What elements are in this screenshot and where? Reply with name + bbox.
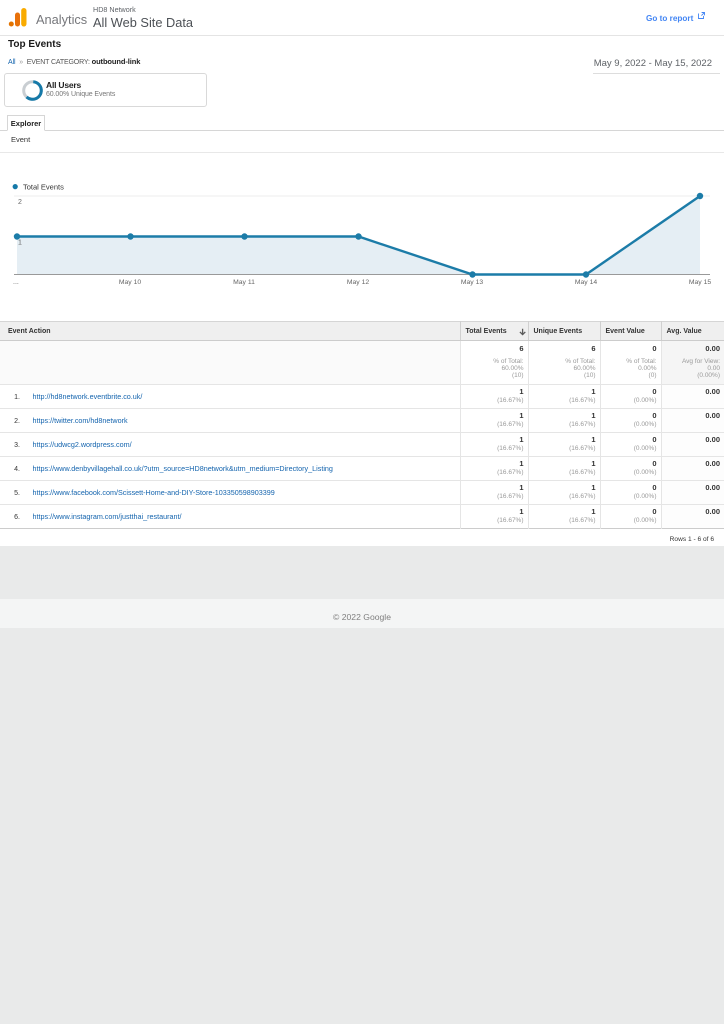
- svg-text:May 13: May 13: [461, 279, 484, 286]
- svg-text:May 11: May 11: [233, 279, 255, 286]
- svg-text:May 12: May 12: [347, 279, 370, 286]
- svg-text:2: 2: [18, 199, 22, 206]
- svg-text:May 14: May 14: [575, 279, 598, 286]
- svg-text:1: 1: [18, 240, 22, 247]
- svg-text:Total Events: Total Events: [23, 183, 64, 192]
- svg-text:May 10: May 10: [119, 279, 142, 286]
- svg-text:...: ...: [13, 279, 19, 286]
- svg-text:May 15: May 15: [689, 279, 712, 286]
